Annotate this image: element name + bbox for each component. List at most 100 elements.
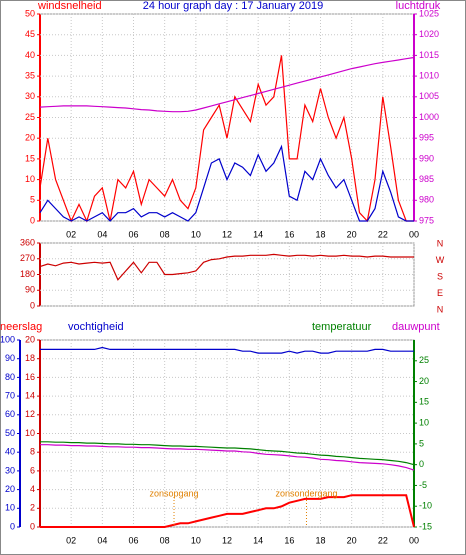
y-tick-label: 100 [0,334,15,344]
y-tick-label: 10 [5,503,15,513]
y-tick-label: 990 [419,153,434,163]
x-tick-label: 06 [128,229,138,239]
axis-title: windsnelheid [37,0,102,12]
x-tick-label: 02 [66,229,76,239]
x-tick-label: 18 [315,535,325,545]
y-tick-label: 18 [25,353,35,363]
y-tick-label: 1020 [419,29,439,39]
y-tick-label: 90 [25,285,35,295]
y-tick-label: 0 [10,521,15,531]
y-tick-label: 40 [25,50,35,60]
x-tick-label: 00 [409,229,419,239]
y-tick-label: 5 [419,438,424,448]
x-tick-label: 12 [222,535,232,545]
y-tick-label: 985 [419,174,434,184]
y-tick-label: 12 [25,409,35,419]
x-tick-label: 12 [222,229,232,239]
x-tick-label: 16 [284,229,294,239]
y-tick-label: 1025 [419,8,439,18]
compass-label: E [437,288,443,298]
y-tick-label: -10 [419,501,432,511]
y-tick-label: 30 [5,465,15,475]
series-line [40,444,415,471]
y-tick-label: 5 [30,195,35,205]
series-line [40,441,415,466]
legend-entry: vochtigheid [68,321,124,333]
y-tick-label: 50 [5,428,15,438]
y-tick-label: 0 [30,300,35,310]
annotation: zonsopgang [149,488,198,498]
y-tick-label: 6 [30,465,35,475]
x-tick-label: 02 [66,535,76,545]
y-tick-label: 0 [30,521,35,531]
x-tick-label: 04 [97,229,107,239]
y-tick-label: 45 [25,29,35,39]
y-tick-label: 1015 [419,50,439,60]
compass-label: N [437,238,444,248]
y-tick-label: 20 [419,376,429,386]
y-tick-label: 30 [25,91,35,101]
x-tick-label: 06 [128,535,138,545]
y-tick-label: 4 [30,484,35,494]
legend-entry: neerslag [0,321,42,333]
y-tick-label: 14 [25,390,35,400]
y-tick-label: 8 [30,447,35,457]
x-tick-label: 00 [409,535,419,545]
x-tick-label: 14 [253,535,263,545]
y-tick-label: 270 [20,253,35,263]
series-line [39,144,414,222]
chart-title: 24 hour graph day : 17 January 2019 [143,0,323,12]
x-tick-label: 08 [160,229,170,239]
y-tick-label: 360 [20,237,35,247]
y-tick-label: 50 [25,8,35,18]
compass-label: N [437,304,444,314]
x-tick-label: 22 [378,229,388,239]
legend-entry: dauwpunt [392,321,440,333]
x-tick-label: 10 [191,229,201,239]
y-tick-label: 90 [5,353,15,363]
series-line [40,346,414,354]
series-line [39,56,415,113]
y-tick-label: 15 [25,153,35,163]
x-tick-label: 20 [347,229,357,239]
y-tick-label: 10 [419,417,429,427]
x-tick-label: 08 [160,535,170,545]
y-tick-label: 975 [419,215,434,225]
y-tick-label: 80 [5,372,15,382]
y-tick-label: 15 [419,397,429,407]
y-tick-label: 40 [5,447,15,457]
y-tick-label: 1010 [419,70,439,80]
y-tick-label: 70 [5,390,15,400]
y-tick-label: 0 [419,459,424,469]
y-tick-label: 2 [30,503,35,513]
y-tick-label: 20 [25,133,35,143]
x-tick-label: 14 [253,229,263,239]
y-tick-label: 25 [419,355,429,365]
x-tick-label: 22 [378,535,388,545]
annotation: zonsondergang [275,488,337,498]
y-tick-label: 0 [30,215,35,225]
legend-entry: temperatuur [312,321,372,333]
x-tick-label: 10 [191,535,201,545]
y-tick-label: -15 [419,521,432,531]
x-tick-label: 20 [347,535,357,545]
y-tick-label: 980 [419,195,434,205]
y-tick-label: 25 [25,112,35,122]
y-tick-label: 35 [25,70,35,80]
compass-label: W [436,255,445,265]
compass-label: S [437,271,443,281]
y-tick-label: 180 [20,269,35,279]
axis-title: luchtdruk [396,0,441,12]
y-tick-label: 10 [25,174,35,184]
y-tick-label: 1000 [419,112,439,122]
x-tick-label: 16 [284,535,294,545]
y-tick-label: 60 [5,409,15,419]
y-tick-label: -5 [419,480,427,490]
x-tick-label: 04 [97,535,107,545]
y-tick-label: 1005 [419,91,439,101]
series-line [39,55,414,223]
y-tick-label: 995 [419,133,434,143]
y-tick-label: 20 [25,334,35,344]
